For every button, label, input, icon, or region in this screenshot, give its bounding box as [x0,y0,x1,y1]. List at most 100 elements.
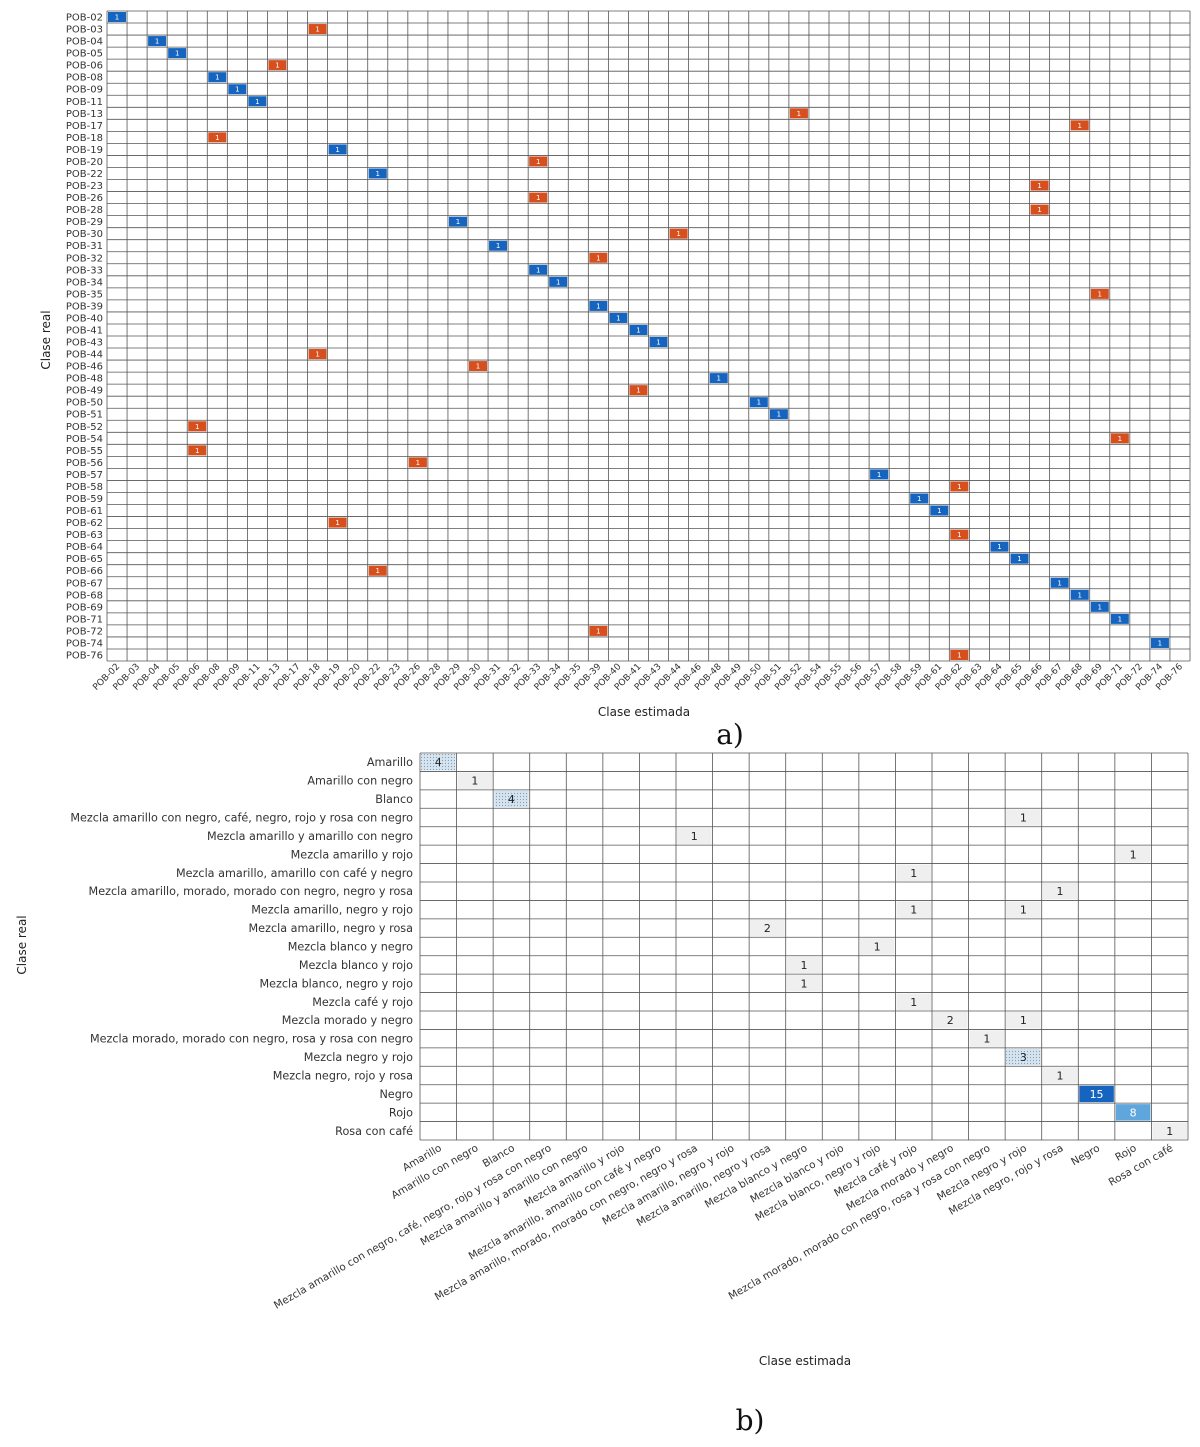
matrix-cell [529,156,548,167]
matrix-cell [870,469,889,480]
matrix-cell [457,772,493,789]
cell-value: 1 [1057,579,1061,587]
matrix-cell [709,373,728,384]
row-tick-label: POB-04 [66,37,103,48]
cell-value: 1 [1118,615,1122,623]
row-tick-label: POB-19 [66,145,103,156]
matrix-cell [1042,1067,1078,1084]
cell-value: 1 [957,531,961,539]
row-tick-label: Amarillo con negro [307,775,413,788]
row-tick-label: POB-72 [66,626,103,637]
matrix-cell [368,565,387,576]
matrix-cell [950,481,969,492]
row-tick-label: Mezcla blanco, negro y rojo [260,977,414,990]
cell-value: 1 [315,26,319,34]
matrix-cell [448,216,467,227]
cell-value: 1 [1057,1070,1064,1083]
matrix-cell [1006,1048,1041,1066]
row-tick-label: POB-66 [66,566,103,577]
matrix-cell [609,312,628,323]
cell-value: 1 [556,278,560,286]
row-tick-label: Mezcla amarillo y amarillo con negro [207,830,413,843]
cell-value: 1 [536,194,540,202]
cell-value: 1 [1118,435,1122,443]
cell-value: 1 [1037,182,1041,190]
cell-value: 8 [1130,1106,1137,1119]
matrix-cell [469,361,488,372]
matrix-cell [489,240,508,251]
matrix-cell [168,48,187,59]
cell-value: 1 [1077,122,1081,130]
row-tick-label: Rojo [389,1106,413,1119]
matrix-cell [308,24,327,35]
matrix-cell [769,409,788,420]
matrix-cell [1006,809,1041,826]
row-tick-label: POB-65 [66,554,103,565]
matrix-cell [950,649,969,660]
row-tick-label: Mezcla amarillo y rojo [291,848,413,861]
matrix-cell [629,385,648,396]
row-tick-label: POB-43 [66,338,103,349]
row-tick-label: POB-49 [66,386,103,397]
row-tick-label: POB-74 [66,638,103,649]
matrix-cell [529,192,548,203]
row-tick-label: Negro [379,1088,413,1101]
row-tick-label: POB-06 [66,61,103,72]
cell-value: 1 [1077,591,1081,599]
matrix-cell [1006,901,1041,918]
matrix-cell [1079,1085,1114,1103]
row-tick-label: POB-57 [66,470,103,481]
cell-value: 1 [676,230,680,238]
row-tick-label: Mezcla amarillo, negro y rosa [249,922,413,935]
matrix-cell [589,300,608,311]
matrix-cell [677,827,712,845]
matrix-cell [268,60,287,71]
row-tick-label: POB-18 [66,133,103,144]
cell-value: 1 [456,218,460,226]
matrix-cell [896,864,931,881]
cell-value: 1 [1020,904,1027,917]
cell-value: 1 [476,363,480,371]
cell-value: 1 [1158,639,1162,647]
cell-value: 1 [215,134,219,142]
matrix-cell [1115,846,1151,863]
cell-value: 1 [335,519,339,527]
matrix-cell [208,72,227,83]
cell-value: 1 [910,904,917,917]
row-tick-label: Mezcla amarillo, negro y rojo [251,904,413,917]
row-tick-label: POB-55 [66,446,103,457]
cell-value: 1 [957,651,961,659]
matrix-cell [421,754,456,771]
row-tick-label: POB-63 [66,530,103,541]
y-axis-title: Clase real [39,310,53,369]
matrix-cell [188,445,207,456]
cell-value: 1 [195,447,199,455]
cell-value: 1 [376,170,380,178]
matrix-cell [328,517,347,528]
matrix-cell [786,956,822,974]
row-tick-label: POB-39 [66,301,103,312]
confusion-matrix-b: 4 1 4 1 1 1 1 1 1 1 2 1 1 1 1 2 1 1 3 1 15 8 1 Amarillo Amarillo… [15,752,1189,1437]
row-tick-label: POB-17 [66,121,103,132]
row-tick-label: POB-34 [66,277,103,288]
matrix-cell [589,252,608,263]
panel-label-b: b) [736,1404,765,1437]
matrix-cell [990,541,1009,552]
row-tick-label: POB-50 [66,398,103,409]
y-axis-title: Clase real [15,915,29,974]
row-tick-label: Mezcla amarillo, morado, morado con negr… [89,885,413,898]
matrix-cell [629,324,648,335]
cell-value: 1 [874,941,881,954]
cell-value: 15 [1090,1088,1104,1101]
row-tick-label: POB-29 [66,217,103,228]
matrix-cell [494,790,529,808]
row-tick-label: POB-13 [66,109,103,120]
row-tick-label: POB-22 [66,169,103,180]
row-tick-label: POB-69 [66,602,103,613]
matrix-cell [589,625,608,636]
cell-value: 4 [508,793,515,806]
cell-value: 1 [957,483,961,491]
cell-value: 1 [1098,290,1102,298]
panel-label-a: a) [716,718,744,751]
cell-value: 1 [335,146,339,154]
